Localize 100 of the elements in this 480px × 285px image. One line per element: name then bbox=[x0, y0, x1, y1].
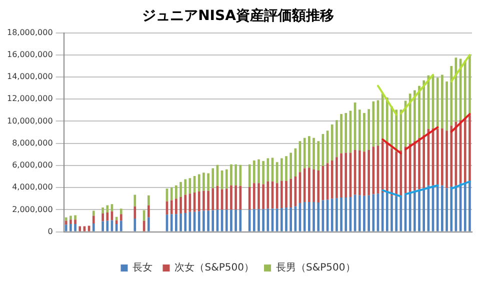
bar bbox=[212, 210, 214, 232]
bar bbox=[317, 170, 320, 203]
bar bbox=[239, 186, 242, 210]
bar bbox=[464, 118, 466, 183]
bar bbox=[234, 185, 237, 210]
bar bbox=[330, 124, 334, 160]
bar bbox=[368, 109, 370, 150]
bar bbox=[207, 190, 210, 211]
bar bbox=[358, 110, 361, 151]
bar bbox=[280, 158, 283, 181]
chart-title: ジュニアNISA資産評価額推移 bbox=[142, 7, 334, 24]
bar bbox=[308, 136, 310, 168]
y-tick-label: 0 bbox=[48, 226, 53, 236]
bar bbox=[134, 218, 136, 232]
bar bbox=[88, 226, 90, 232]
bar bbox=[202, 190, 205, 211]
bar bbox=[372, 101, 375, 147]
bar bbox=[317, 202, 320, 232]
bar bbox=[258, 159, 260, 184]
bar bbox=[390, 148, 393, 196]
y-tick-label: 6,000,000 bbox=[12, 160, 53, 170]
bar bbox=[358, 150, 361, 196]
bar bbox=[207, 210, 210, 232]
bar bbox=[134, 194, 136, 206]
bar bbox=[170, 188, 173, 200]
bar bbox=[418, 189, 420, 232]
bar bbox=[390, 196, 393, 232]
bar bbox=[120, 208, 122, 214]
bar bbox=[212, 188, 214, 210]
bar bbox=[198, 191, 200, 212]
y-tick-label: 14,000,000 bbox=[6, 72, 53, 82]
bar bbox=[436, 78, 439, 129]
bar bbox=[262, 161, 264, 184]
bar bbox=[92, 216, 95, 224]
bar bbox=[422, 80, 426, 136]
bar bbox=[308, 168, 310, 202]
bar bbox=[110, 204, 114, 212]
bar bbox=[446, 130, 448, 188]
bar bbox=[266, 158, 270, 182]
bar bbox=[262, 209, 264, 232]
bar bbox=[120, 214, 122, 221]
bar bbox=[312, 202, 315, 232]
bar bbox=[147, 217, 150, 232]
bar bbox=[175, 198, 178, 214]
bar bbox=[414, 141, 416, 190]
bar bbox=[408, 191, 412, 232]
bar bbox=[74, 224, 76, 232]
bar bbox=[450, 186, 453, 232]
bar bbox=[436, 186, 439, 232]
bar bbox=[64, 224, 68, 232]
bar bbox=[234, 210, 237, 232]
bar bbox=[184, 213, 187, 232]
bar bbox=[436, 128, 439, 186]
bar bbox=[450, 66, 453, 126]
bar bbox=[285, 156, 288, 181]
bar bbox=[184, 179, 187, 195]
bar bbox=[340, 153, 342, 198]
bar bbox=[464, 60, 466, 118]
y-tick-label: 2,000,000 bbox=[12, 204, 53, 214]
bar bbox=[106, 220, 109, 232]
legend-label: 長男（S&P500） bbox=[276, 262, 356, 274]
bar bbox=[386, 142, 388, 192]
bar bbox=[239, 164, 242, 186]
bar bbox=[330, 198, 334, 232]
bar bbox=[239, 210, 242, 232]
bar bbox=[106, 212, 109, 221]
bar bbox=[441, 74, 444, 128]
bar bbox=[340, 198, 342, 232]
bar bbox=[258, 183, 260, 210]
bar bbox=[386, 192, 388, 232]
bar bbox=[92, 224, 95, 232]
bar bbox=[312, 138, 315, 170]
bar bbox=[446, 81, 448, 131]
bar bbox=[252, 183, 256, 210]
bar bbox=[290, 152, 292, 179]
bar bbox=[400, 196, 402, 232]
bar bbox=[363, 152, 366, 196]
bar bbox=[70, 220, 72, 224]
bar bbox=[170, 214, 173, 232]
bar bbox=[368, 150, 370, 196]
bar bbox=[170, 200, 173, 214]
bar bbox=[74, 215, 76, 220]
bar bbox=[225, 210, 228, 232]
y-tick-label: 8,000,000 bbox=[12, 138, 53, 148]
bar bbox=[147, 195, 150, 206]
bar bbox=[202, 172, 205, 191]
bar bbox=[441, 185, 444, 232]
bar bbox=[422, 188, 426, 232]
bar bbox=[395, 196, 398, 232]
bar bbox=[408, 94, 412, 144]
bar bbox=[400, 110, 402, 151]
bar bbox=[336, 120, 338, 158]
bar bbox=[418, 86, 420, 138]
bar bbox=[64, 217, 68, 221]
bar bbox=[344, 198, 348, 232]
bar bbox=[308, 202, 310, 232]
bar bbox=[106, 205, 109, 212]
bar bbox=[184, 194, 187, 214]
bar bbox=[198, 174, 200, 192]
bar bbox=[252, 209, 256, 232]
